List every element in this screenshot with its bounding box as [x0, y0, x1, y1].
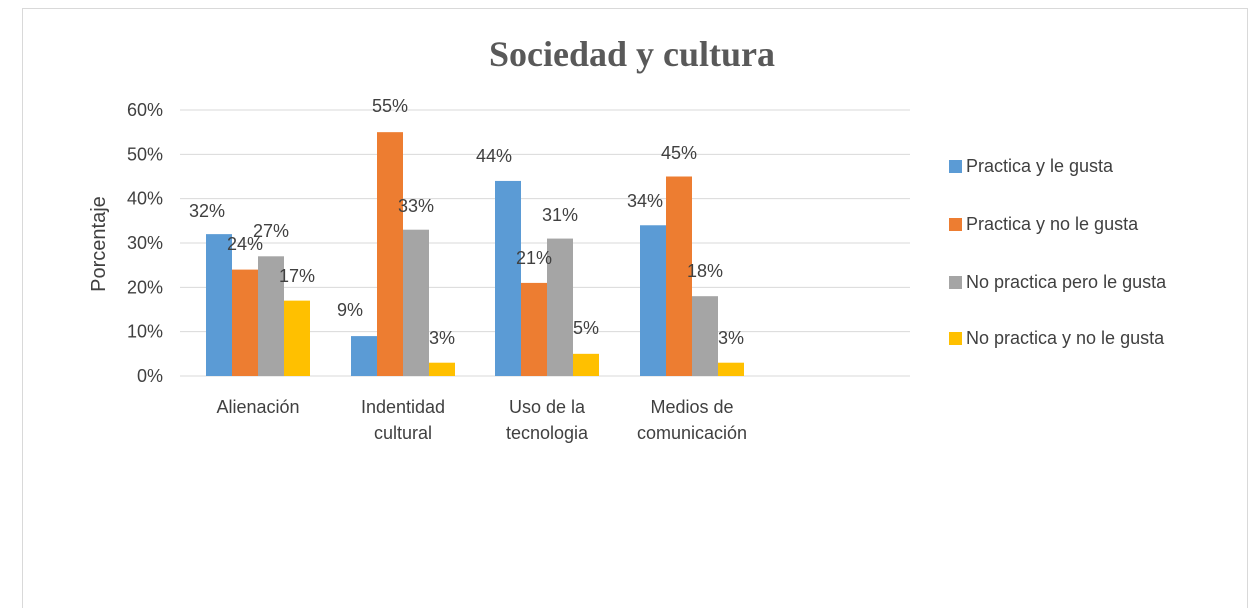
bar	[718, 363, 744, 376]
data-label: 32%	[189, 201, 225, 221]
y-tick-label: 0%	[137, 366, 163, 386]
bar	[640, 225, 666, 376]
data-label: 55%	[372, 96, 408, 116]
bar	[403, 230, 429, 376]
category-labels: Alienación Indentidad cultural Uso de la tec…	[216, 397, 747, 443]
data-label: 3%	[718, 328, 744, 348]
category-label: Alienación	[216, 397, 299, 417]
y-tick-label: 30%	[127, 233, 163, 253]
data-label: 17%	[279, 266, 315, 286]
data-label: 9%	[337, 300, 363, 320]
bar	[573, 354, 599, 376]
category-label: cultural	[374, 423, 432, 443]
y-tick-label: 60%	[127, 100, 163, 120]
category-label: Indentidad	[361, 397, 445, 417]
legend-swatch	[949, 276, 962, 289]
bar	[206, 234, 232, 376]
data-label: 44%	[476, 146, 512, 166]
data-label: 3%	[429, 328, 455, 348]
y-tick-label: 20%	[127, 277, 163, 297]
data-label: 33%	[398, 196, 434, 216]
data-label: 18%	[687, 261, 723, 281]
y-tick-labels: 0% 10% 20% 30% 40% 50% 60%	[127, 100, 163, 386]
legend-swatch	[949, 160, 962, 173]
bar	[521, 283, 547, 376]
data-label: 34%	[627, 191, 663, 211]
y-tick-label: 40%	[127, 189, 163, 209]
data-label: 27%	[253, 221, 289, 241]
data-label: 5%	[573, 318, 599, 338]
bar	[284, 301, 310, 376]
legend: Practica y le gusta Practica y no le gust…	[949, 156, 1167, 348]
bar	[351, 336, 377, 376]
data-label: 31%	[542, 205, 578, 225]
bar	[429, 363, 455, 376]
category-label: Medios de	[650, 397, 733, 417]
y-tick-label: 50%	[127, 144, 163, 164]
bars	[206, 132, 744, 376]
y-tick-label: 10%	[127, 322, 163, 342]
bar	[377, 132, 403, 376]
data-label: 21%	[516, 248, 552, 268]
legend-label: No practica y no le gusta	[966, 328, 1165, 348]
y-axis-title: Porcentaje	[88, 196, 110, 292]
bar	[495, 181, 521, 376]
category-label: Uso de la	[509, 397, 586, 417]
bar	[692, 296, 718, 376]
legend-swatch	[949, 218, 962, 231]
bar	[232, 270, 258, 376]
chart-title: Sociedad y cultura	[489, 34, 775, 74]
data-label: 45%	[661, 143, 697, 163]
legend-label: No practica pero le gusta	[966, 272, 1167, 292]
category-label: comunicación	[637, 423, 747, 443]
legend-label: Practica y no le gusta	[966, 214, 1139, 234]
legend-label: Practica y le gusta	[966, 156, 1114, 176]
category-label: tecnologia	[506, 423, 589, 443]
legend-swatch	[949, 332, 962, 345]
